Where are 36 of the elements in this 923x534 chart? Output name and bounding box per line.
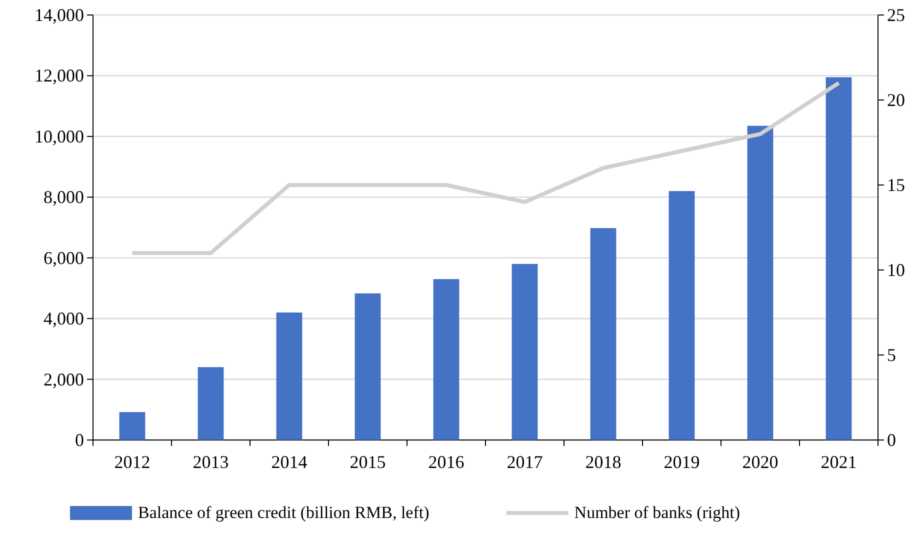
legend-label: Number of banks (right)	[574, 503, 740, 522]
bar	[668, 191, 695, 440]
y-tick-label: 12,000	[34, 66, 84, 86]
x-tick-label: 2020	[742, 452, 778, 472]
legend-label: Balance of green credit (billion RMB, left)	[138, 503, 430, 522]
y-tick-label: 0	[75, 430, 84, 450]
x-tick-label: 2018	[585, 452, 622, 472]
x-tick-label: 2019	[664, 452, 700, 472]
y-tick-label: 8,000	[44, 187, 84, 208]
bar	[590, 228, 616, 440]
y-tick-label: 4,000	[44, 308, 84, 329]
x-tick-label: 2021	[820, 452, 857, 472]
y-tick-label: 6,000	[44, 248, 84, 268]
bar	[747, 126, 774, 440]
y2-tick-label: 5	[887, 345, 896, 365]
bar	[826, 77, 852, 440]
y2-tick-label: 10	[887, 260, 905, 280]
x-tick-label: 2014	[271, 452, 308, 472]
x-tick-label: 2015	[350, 452, 386, 472]
y-tick-label: 2,000	[44, 369, 84, 390]
y-tick-label: 10,000	[34, 126, 84, 146]
bar	[354, 293, 381, 440]
bar	[512, 264, 538, 440]
y2-tick-label: 25	[887, 5, 905, 25]
y2-tick-label: 15	[887, 175, 905, 195]
x-tick-label: 2013	[192, 452, 229, 472]
x-tick-label: 2016	[428, 452, 464, 472]
y2-tick-label: 0	[887, 430, 896, 450]
bar	[119, 412, 146, 440]
x-tick-label: 2012	[114, 452, 150, 472]
x-tick-label: 2017	[506, 452, 543, 472]
y2-tick-label: 20	[887, 90, 905, 110]
y-tick-label: 14,000	[34, 5, 84, 25]
bar	[433, 279, 460, 440]
bar	[198, 367, 224, 440]
bar	[276, 312, 302, 440]
